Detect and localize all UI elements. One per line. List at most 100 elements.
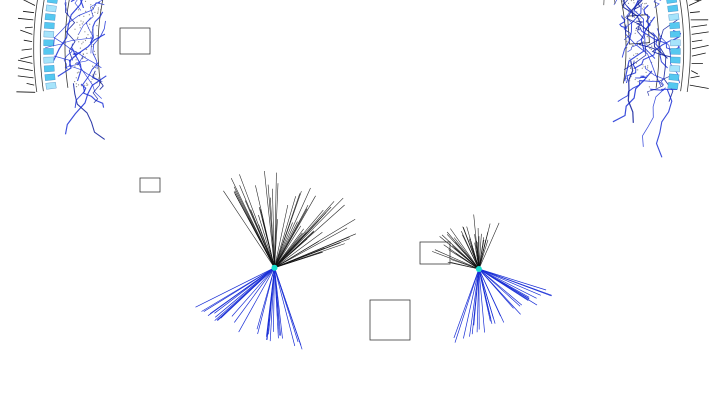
speckle-dot [89, 23, 91, 25]
blue-wire [57, 33, 106, 77]
speckle-dot [629, 67, 632, 69]
hub-blue-line [274, 267, 299, 343]
blue-wire [623, 5, 633, 41]
speckle-dot [90, 4, 92, 6]
cyan-cell [43, 30, 55, 38]
speckle-dot [85, 37, 88, 39]
fan-line [448, 249, 480, 270]
outer-tick [690, 75, 700, 79]
speckle-dot [637, 53, 639, 55]
fan-line [274, 183, 279, 268]
fan-line [470, 245, 480, 270]
blue-wire [621, 3, 642, 58]
blue-wire [635, 20, 643, 31]
blue-wire [52, 0, 83, 62]
cyan-cell [44, 73, 56, 81]
hub-blue-line [217, 267, 275, 321]
speckle-dot [96, 25, 98, 27]
blue-wire [619, 15, 628, 29]
speckle-dot [641, 2, 644, 4]
speckle-dot [88, 14, 90, 16]
speckle-dot [74, 66, 76, 68]
fan-line [230, 177, 275, 268]
speckle-dot [82, 41, 84, 43]
cyan-cell [670, 56, 681, 64]
cyan-cell [668, 73, 680, 81]
speckle-dot [98, 77, 100, 79]
cyan-cell [666, 0, 678, 4]
speckle-dot [75, 83, 77, 85]
blue-wire [642, 87, 666, 147]
hub-blue-line [471, 268, 480, 335]
fan-line [274, 232, 323, 268]
cyan-cell [670, 48, 681, 55]
speckle-dot [95, 73, 97, 75]
fan-line [274, 221, 298, 268]
blue-wire [78, 0, 104, 35]
speckle-dot [81, 43, 83, 45]
blue-wire [64, 75, 107, 135]
fan-line [274, 233, 357, 268]
hub-blue-line [478, 268, 521, 315]
fan-line [274, 197, 344, 268]
speckle-dot [94, 67, 96, 69]
fan-line [274, 227, 348, 268]
speckle-dot [635, 29, 637, 31]
fan-line [233, 191, 275, 268]
hub-bottom-left [271, 264, 278, 271]
speckle-dot [87, 84, 89, 86]
component-blocks [119, 14, 650, 341]
blue-wire [92, 20, 106, 70]
hub-blue-line [269, 267, 275, 342]
speckle-dot [641, 8, 644, 10]
hub-blue-line [274, 267, 296, 347]
blue-wire [78, 55, 102, 99]
hub-blue-line [231, 267, 275, 317]
speckle-dot [86, 82, 88, 84]
speckle-dot [642, 64, 644, 66]
speckle-dot [633, 60, 635, 62]
blue-wires [45, 0, 682, 158]
speckle-dot [641, 67, 643, 69]
speckle-dot [639, 18, 641, 20]
hub-points [271, 264, 482, 272]
outer-tick [16, 91, 36, 93]
hub-blue-line [478, 268, 496, 324]
fan-line [274, 243, 345, 268]
fan-line [446, 231, 480, 270]
blue-wire [74, 61, 99, 108]
speckle-dot [635, 53, 637, 55]
fan-line [478, 231, 489, 270]
speckle-dot [80, 85, 82, 87]
speckle-dot [78, 41, 80, 43]
speckle-dot [91, 7, 94, 9]
fan-line [274, 204, 309, 268]
hub-bottom-right [475, 266, 482, 272]
speckle-dot [75, 63, 77, 65]
blue-wire [652, 32, 668, 69]
speckle-dot [631, 45, 634, 47]
fan-line [463, 226, 480, 270]
speckle-dot [645, 71, 647, 73]
speckle-dot [97, 11, 99, 13]
hub-blue-line [463, 268, 480, 339]
blue-wire [635, 75, 647, 79]
speckle-dot [97, 12, 99, 14]
outer-tick [20, 55, 33, 60]
speckle-dot [647, 67, 649, 69]
speckle-dot [84, 84, 86, 86]
speckle-dot [636, 58, 638, 60]
speckle-dot [74, 28, 76, 30]
cyan-cell-band [43, 0, 681, 90]
speckle-dot [77, 84, 80, 86]
fan-line [274, 222, 293, 268]
speckle-dot [633, 54, 635, 56]
speckle-dot [79, 24, 81, 26]
speckle-dot [75, 86, 78, 88]
blue-wire [625, 24, 662, 88]
outer-tick [17, 17, 34, 21]
fan-line [274, 196, 296, 268]
speckle-dot [650, 48, 652, 51]
fan-line [264, 170, 275, 268]
hub-blue-line [478, 268, 552, 297]
